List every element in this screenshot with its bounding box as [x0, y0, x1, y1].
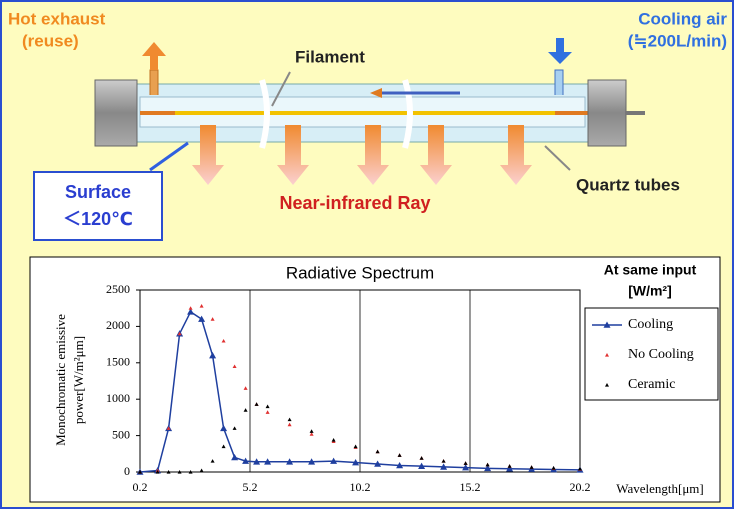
legend-label: Ceramic — [628, 377, 675, 392]
label: Surface — [65, 182, 131, 202]
x-tick-label: 10.2 — [350, 480, 371, 494]
x-tick-label: 20.2 — [570, 480, 591, 494]
y-tick-label: 2500 — [106, 282, 130, 296]
y-tick-label: 1500 — [106, 355, 130, 369]
legend-title: [W/m²] — [628, 283, 672, 299]
x-tick-label: 5.2 — [243, 480, 258, 494]
x-tick-label: 0.2 — [133, 480, 148, 494]
y-axis-label: power[W/m²μm] — [71, 336, 86, 424]
legend-label: Cooling — [628, 317, 673, 332]
legend-label: No Cooling — [628, 347, 694, 362]
x-tick-label: 15.2 — [460, 480, 481, 494]
x-axis-label: Wavelength[μm] — [616, 481, 704, 496]
page: {"diagram": {"hot_exhaust": ["Hot exhaus… — [0, 0, 734, 514]
chart-title: Radiative Spectrum — [286, 263, 434, 282]
end-cap — [588, 80, 626, 146]
intake-arrow — [556, 38, 564, 52]
y-tick-label: 2000 — [106, 318, 130, 332]
label: Quartz tubes — [576, 175, 680, 194]
figure: Hot exhaust (reuse) Cooling air (≒200L/m… — [0, 0, 734, 509]
y-tick-label: 0 — [124, 464, 130, 478]
y-tick-label: 1000 — [106, 391, 130, 405]
exhaust-pipe — [150, 70, 158, 95]
y-tick-label: 500 — [112, 427, 130, 441]
intake-pipe — [555, 70, 563, 95]
label: Near-infrared Ray — [279, 193, 430, 213]
legend-title: At same input — [604, 262, 697, 278]
label: ＜120℃ — [63, 209, 133, 229]
label: Cooling air — [638, 9, 727, 28]
label: Hot exhaust — [8, 9, 106, 28]
label: (≒200L/min) — [628, 31, 727, 50]
exhaust-arrow — [150, 56, 158, 70]
label: (reuse) — [22, 31, 79, 50]
end-cap — [95, 80, 137, 146]
y-axis-label: Monochromatic emissive — [53, 314, 68, 446]
label: Filament — [295, 47, 365, 66]
